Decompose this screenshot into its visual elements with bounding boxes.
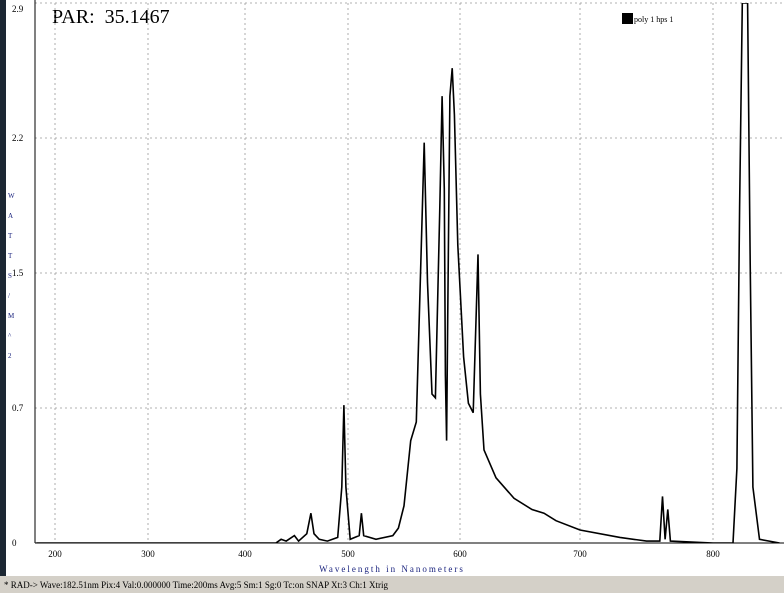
x-tick-label: 400 <box>238 549 252 559</box>
par-title: PAR: 35.1467 <box>52 6 170 28</box>
y-label-char: / <box>8 292 10 300</box>
y-label-char: T <box>8 252 13 260</box>
plot-panel <box>6 0 784 576</box>
y-tick-label: 0 <box>12 538 17 548</box>
y-tick-label: 2.2 <box>12 133 23 143</box>
y-label-char: 2 <box>8 352 12 360</box>
status-bar <box>0 576 784 593</box>
y-tick-label: 0.7 <box>12 403 24 413</box>
x-tick-label: 800 <box>706 549 720 559</box>
y-axis-label: W A T T S / M ^ 2 <box>8 192 15 360</box>
plot: 0 0.7 1.5 2.2 2.9 200 300 400 500 600 700 800 poly 1… <box>12 0 784 559</box>
x-tick-label: 600 <box>453 549 467 559</box>
x-tick-label: 300 <box>141 549 155 559</box>
legend-swatch <box>622 13 633 24</box>
y-tick-label: 1.5 <box>12 268 24 278</box>
y-tick-label: 2.9 <box>12 4 24 14</box>
x-axis-label: Wavelength in Nanometers <box>319 564 465 574</box>
x-tick-label: 200 <box>48 549 62 559</box>
y-label-char: ^ <box>8 332 12 340</box>
y-label-char: M <box>8 312 15 320</box>
x-tick-label: 500 <box>341 549 355 559</box>
x-tick-label: 700 <box>573 549 587 559</box>
y-label-char: T <box>8 232 13 240</box>
y-label-char: A <box>8 212 13 220</box>
legend-label: poly 1 hps 1 <box>634 15 673 24</box>
status-text: * RAD-> Wave:182.51nm Pix:4 Val:0.000000… <box>4 580 389 590</box>
y-label-char: S <box>8 272 12 280</box>
spectrum-line <box>36 3 780 543</box>
y-label-char: W <box>8 192 15 200</box>
